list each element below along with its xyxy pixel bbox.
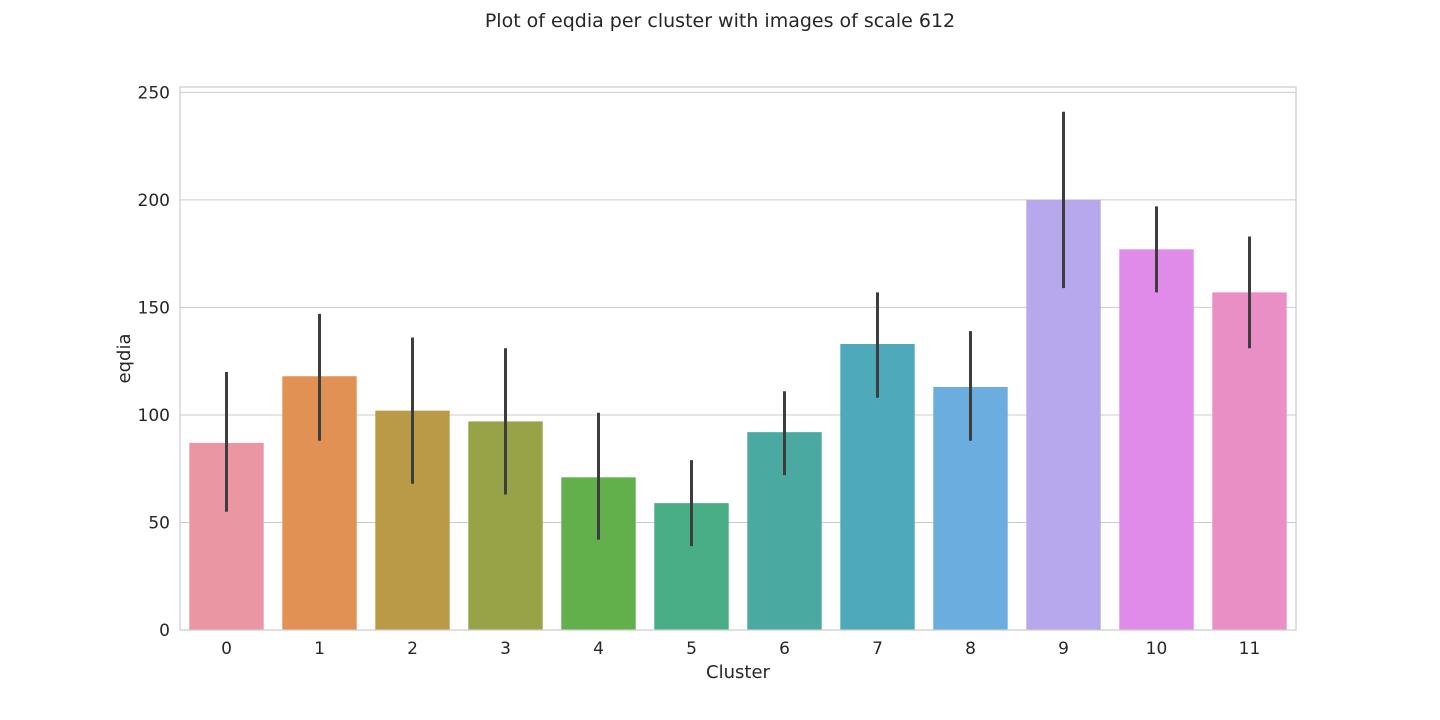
y-tick-labels: 0 50 100 150 200 250 [138,83,170,641]
x-tick-label: 1 [314,639,325,659]
bar-10 [1119,249,1194,631]
y-axis-label: eqdia [114,334,135,384]
x-tick-label: 4 [593,639,604,659]
y-tick-label: 100 [138,406,170,426]
y-tick-label: 250 [138,83,170,103]
chart-title: Plot of eqdia per cluster with images of… [484,10,956,32]
bars [189,199,1287,631]
y-tick-label: 200 [138,191,170,211]
x-tick-labels: 0 1 2 3 4 5 6 7 8 9 10 11 [221,639,1260,659]
plot-frame [179,86,1297,631]
x-tick-label: 7 [872,639,883,659]
x-tick-label: 11 [1239,639,1261,659]
y-tick-label: 150 [138,298,170,318]
x-tick-label: 9 [1058,639,1069,659]
x-tick-label: 10 [1146,639,1168,659]
x-tick-label: 0 [221,639,232,659]
x-tick-label: 5 [686,639,697,659]
x-tick-label: 6 [779,639,790,659]
y-tick-label: 50 [148,513,170,533]
x-tick-label: 8 [965,639,976,659]
x-tick-label: 3 [500,639,511,659]
x-axis-label: Cluster [706,662,770,683]
y-tick-label: 0 [159,621,170,641]
bar-11 [1212,292,1287,630]
error-bars [225,111,1251,547]
x-tick-label: 2 [407,639,418,659]
